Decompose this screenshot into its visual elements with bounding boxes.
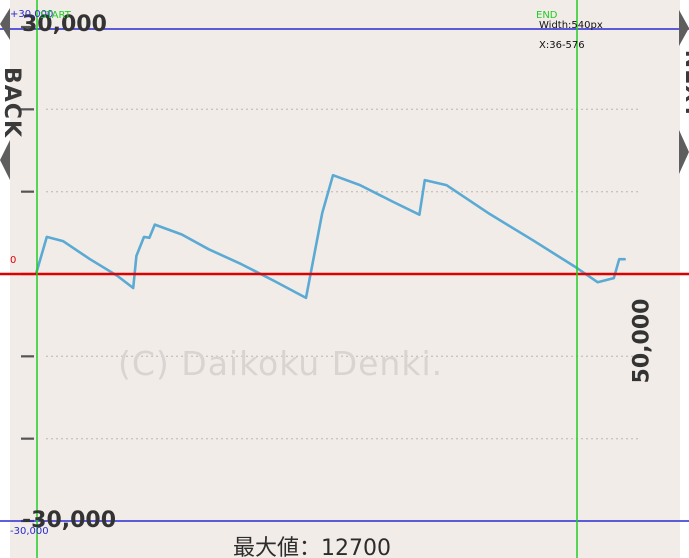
start-marker-label: START — [40, 10, 71, 21]
width-readout: Width:540px — [539, 20, 603, 31]
y-axis-bottom-tick-label: -30,000 — [22, 508, 117, 533]
lower-limit-label: -30,000 — [10, 526, 49, 537]
max-value-caption: 最大値：12700 — [233, 536, 391, 558]
zero-line-label: 0 — [10, 255, 17, 266]
next-arrow-icon[interactable] — [679, 10, 689, 46]
x-axis-games-tick-label: 50,000 — [629, 298, 655, 384]
next-button-label[interactable]: NEXT — [680, 49, 689, 120]
back-nav-strip[interactable] — [0, 0, 10, 558]
back-arrow-icon[interactable] — [0, 140, 10, 180]
next-arrow-icon[interactable] — [679, 130, 689, 174]
back-button-label[interactable]: BACK — [0, 67, 24, 138]
upper-limit-label: +30,000 — [10, 9, 54, 20]
copyright-watermark: (C) Daikoku Denki. — [118, 344, 444, 383]
balance-series-line — [34, 173, 626, 300]
series-layer — [34, 173, 626, 300]
grid-layer — [46, 108, 640, 440]
x-range-readout: X:36-576 — [539, 40, 585, 51]
back-arrow-icon[interactable] — [0, 8, 10, 40]
y-axis-top-tick-label: 30,000 — [22, 12, 107, 37]
end-marker-label: END — [536, 10, 558, 21]
next-nav-strip[interactable] — [680, 0, 689, 558]
